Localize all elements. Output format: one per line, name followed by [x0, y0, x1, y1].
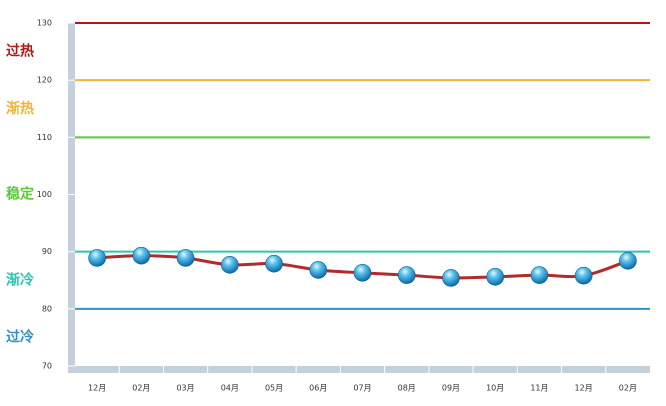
y-tick-label: 90: [42, 247, 52, 256]
point: [176, 249, 195, 267]
zone-label: 稳定: [6, 186, 34, 203]
y-axis-bar: [68, 23, 75, 373]
x-tick-label: 12月: [575, 384, 593, 393]
point: [486, 268, 504, 286]
point: [574, 266, 593, 285]
y-tick-label: 120: [37, 76, 52, 85]
y-tick-label: 80: [42, 304, 52, 313]
x-tick-label: 02月: [619, 384, 637, 393]
x-axis-bar: [68, 366, 650, 373]
x-tick-label: 12月: [88, 384, 106, 393]
zone-label: 渐热: [6, 100, 34, 117]
point: [397, 266, 416, 284]
zone-label: 过热: [6, 43, 34, 60]
point: [265, 254, 283, 273]
point: [530, 266, 549, 284]
point: [353, 264, 372, 282]
y-tick-label: 110: [37, 133, 52, 142]
zone-label: 过冷: [6, 328, 34, 345]
point: [221, 256, 239, 274]
x-tick-label: 09月: [442, 384, 460, 393]
x-tick-label: 07月: [353, 384, 371, 393]
y-tick-label: 70: [42, 362, 52, 371]
point: [88, 249, 106, 267]
zone-label: 渐冷: [6, 271, 34, 288]
y-tick-label: 130: [37, 19, 52, 28]
x-tick-label: 06月: [309, 384, 327, 393]
x-tick-label: 05月: [265, 384, 283, 393]
x-tick-label: 03月: [176, 384, 194, 393]
x-tick-label: 11月: [530, 384, 548, 393]
x-tick-label: 04月: [221, 384, 239, 393]
x-tick-label: 02月: [132, 384, 150, 393]
point: [309, 261, 328, 279]
point: [442, 269, 460, 287]
x-tick-label: 08月: [398, 384, 416, 393]
y-tick-label: 100: [37, 190, 52, 199]
point: [619, 252, 637, 270]
point: [132, 246, 151, 265]
x-tick-label: 10月: [486, 384, 504, 393]
